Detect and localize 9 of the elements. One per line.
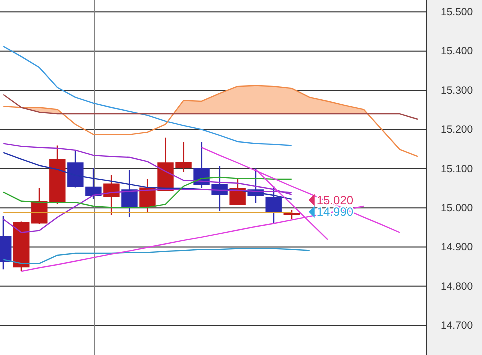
y-tick-label: 14.700	[441, 320, 474, 332]
y-tick-label: 15.100	[441, 163, 474, 176]
y-tick-label: 15.300	[441, 84, 474, 97]
y-tick-label: 14.900	[441, 242, 474, 254]
y-tick-label: 15.200	[441, 124, 474, 136]
y-tick-label: 15.000	[441, 202, 474, 214]
y-tick-label: 14.800	[441, 280, 474, 293]
y-tick-label: 15.500	[441, 6, 474, 19]
y-tick-label: 15.400	[441, 46, 474, 58]
